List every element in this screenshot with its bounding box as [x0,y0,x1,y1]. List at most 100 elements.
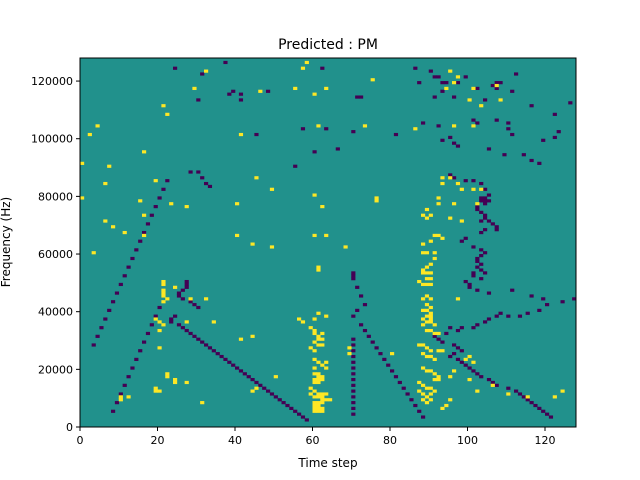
heatmap-cell-low [471,118,476,122]
heatmap-cell-low [192,334,197,338]
heatmap-cell-high [428,317,433,321]
heatmap-cell-high [103,219,108,223]
heatmap-cell-high [308,386,313,390]
heatmap-cell-high [390,352,395,356]
heatmap-cell-high [467,354,472,359]
heatmap-cell-low [351,360,356,364]
heatmap-cell-low [188,331,193,336]
heatmap-cell-high [424,271,430,275]
heatmap-cell-low [529,401,534,405]
heatmap-cell-high [424,401,430,405]
heatmap-cell-high [421,366,426,370]
heatmap-cell-low [452,343,457,347]
heatmap-cell-high [324,233,329,238]
heatmap-cell-high [428,349,433,353]
heatmap-cell-low [397,380,402,385]
heatmap-cell-high [316,375,321,379]
heatmap-cell-high [157,320,162,324]
heatmap-cell-low [517,314,523,318]
heatmap-cell-high [448,216,453,220]
heatmap-cell-low [490,83,495,88]
heatmap-cell-high [107,164,112,168]
heatmap-cell-high [316,372,321,376]
heatmap-cell-low [479,230,484,235]
heatmap-cell-high [374,199,379,203]
heatmap-cell-low [242,372,247,376]
heatmap-cell-low [463,75,468,79]
heatmap-cell-high [432,357,437,361]
x-tick-label: 100 [457,434,478,447]
heatmap-cell-low [231,363,236,367]
heatmap-cell-low [510,288,515,292]
heatmap-cell-low [506,127,511,131]
heatmap-cell-low [312,150,317,154]
heatmap-cell-high [238,337,244,341]
heatmap-cell-high [316,334,321,338]
heatmap-cell-low [103,317,108,321]
heatmap-cell-high [421,251,426,255]
heatmap-cell-high [421,213,426,217]
heatmap-cell-high [424,386,430,390]
heatmap-cell-low [351,366,356,370]
x-tick-label: 20 [151,434,165,447]
heatmap-cell-low [142,230,147,235]
heatmap-cell-high [308,326,313,330]
heatmap-cell-low [351,130,356,134]
heatmap-cell-low [207,346,213,350]
heatmap-cell-high [250,334,255,338]
heatmap-cell-high [374,196,379,200]
heatmap-cell-high [467,98,472,102]
heatmap-cell-low [215,352,220,356]
heatmap-cell-low [196,170,201,174]
heatmap-cell-high [250,389,255,393]
heatmap-cell-high [254,386,259,390]
heatmap-cell-high [424,354,430,359]
heatmap-cell-high [161,323,166,327]
heatmap-cell-low [455,81,461,85]
heatmap-cell-low [463,179,468,183]
heatmap-cell-low [475,256,480,261]
heatmap-cell-high [471,86,476,91]
heatmap-cell-high [436,233,441,238]
heatmap-cell-high [424,277,430,281]
heatmap-cell-low [498,311,503,315]
y-axis-label: Frequency (Hz) [0,197,13,288]
heatmap-cell-high [347,346,352,350]
heatmap-cell-low [432,75,437,79]
heatmap-cell-low [351,389,356,393]
heatmap-cell-high [312,233,317,238]
heatmap-cell-low [537,161,542,165]
heatmap-cell-low [467,285,472,289]
heatmap-cell-low [207,184,213,189]
heatmap-cell-high [165,375,170,379]
heatmap-cell-low [541,297,546,301]
heatmap-cell-high [161,291,166,295]
heatmap-cell-low [405,392,410,396]
heatmap-cell-low [355,285,360,289]
heatmap-cell-low [463,279,468,284]
heatmap-cell-high [525,395,530,399]
heatmap-cell-low [266,389,271,393]
heatmap-cell-low [483,98,488,102]
heatmap-cell-low [479,199,484,203]
heatmap-cell-low [459,349,464,353]
heatmap-cell-low [494,314,499,318]
heatmap-cell-high [161,104,166,108]
heatmap-cell-high [432,323,437,327]
heatmap-cell-high [479,104,484,108]
heatmap-cell-low [196,305,201,310]
heatmap-cell-high [421,352,426,356]
heatmap-cell-low [300,415,306,419]
heatmap-cell-low [362,328,368,333]
heatmap-cell-low [374,346,379,350]
heatmap-cell-high [312,409,317,413]
heatmap-cell-high [320,406,325,410]
heatmap-cell-low [455,346,461,350]
heatmap-cell-high [436,196,441,200]
heatmap-cell-low [428,69,433,73]
heatmap-cell-high [316,311,321,315]
heatmap-cell-low [219,354,224,359]
heatmap-cell-high [320,205,325,209]
heatmap-cell-low [184,282,189,287]
